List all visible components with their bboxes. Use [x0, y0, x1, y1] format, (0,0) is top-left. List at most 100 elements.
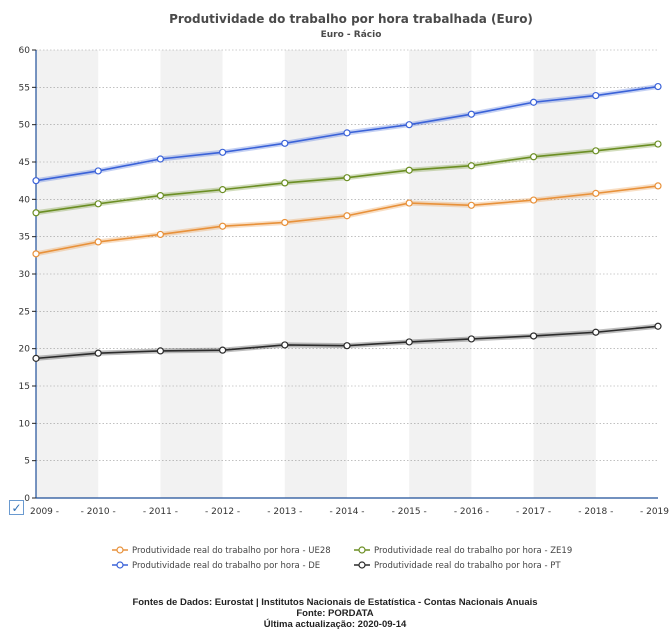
y-tick-label: 55: [19, 83, 30, 93]
last-update: Última actualização: 2020-09-14: [263, 619, 407, 630]
data-point[interactable]: [343, 342, 351, 350]
y-tick-label: 50: [19, 121, 31, 131]
legend-label: Produtividade real do trabalho por hora …: [132, 561, 320, 571]
data-point[interactable]: [343, 212, 351, 220]
y-tick-label: 40: [19, 195, 31, 205]
data-point[interactable]: [94, 238, 102, 246]
data-point[interactable]: [156, 230, 164, 239]
toggle-checkbox[interactable]: ✓: [9, 500, 24, 515]
chart-subtitle: Euro - Rácio: [321, 30, 382, 40]
y-tick-label: 0: [24, 494, 30, 504]
data-point[interactable]: [281, 139, 289, 147]
line-chart: Produtividade do trabalho por hora traba…: [19, 12, 670, 571]
data-point[interactable]: [219, 148, 227, 156]
data-point[interactable]: [32, 250, 40, 258]
legend-label: Produtividade real do trabalho por hora …: [374, 561, 561, 571]
data-point[interactable]: [467, 162, 475, 170]
data-point[interactable]: [467, 335, 475, 343]
x-tick-label: - 2014 -: [329, 507, 364, 517]
y-tick-label: 35: [19, 233, 30, 243]
data-point[interactable]: [343, 129, 351, 137]
data-point[interactable]: [592, 91, 600, 100]
y-tick-label: 10: [19, 419, 31, 429]
y-tick-label: 45: [19, 158, 30, 168]
data-point[interactable]: [32, 354, 40, 362]
data-point[interactable]: [592, 189, 600, 197]
check-icon: ✓: [11, 500, 22, 515]
data-point[interactable]: [219, 222, 227, 230]
source-publisher: Fonte: PORDATA: [296, 608, 374, 619]
y-tick-label: 5: [24, 457, 30, 467]
x-axis-ticks: 2009 - - 2010 - - 2011 - - 2012 - - 2013 - - …: [30, 507, 669, 517]
data-point[interactable]: [529, 98, 538, 106]
background-band: [409, 50, 472, 498]
x-tick-label: - 2011 -: [143, 507, 178, 517]
legend-marker-icon: [358, 561, 366, 569]
y-tick-label: 30: [19, 270, 31, 280]
data-point[interactable]: [592, 147, 600, 155]
data-point[interactable]: [156, 155, 164, 163]
legend-label: Produtividade real do trabalho por hora …: [374, 546, 572, 556]
x-tick-label: - 2016 -: [454, 507, 489, 517]
x-tick-label: - 2013 -: [267, 507, 302, 517]
legend-marker-icon: [116, 546, 124, 554]
data-point[interactable]: [281, 341, 289, 349]
data-point[interactable]: [467, 201, 475, 209]
legend-item[interactable]: Produtividade real do trabalho por hora …: [354, 561, 561, 571]
chart-title: Produtividade do trabalho por hora traba…: [169, 12, 533, 26]
series-group: [32, 182, 662, 258]
data-point[interactable]: [32, 177, 40, 185]
data-point[interactable]: [405, 338, 413, 346]
data-point[interactable]: [529, 196, 538, 204]
series-lines: [32, 82, 662, 362]
y-tick-label: 25: [19, 307, 30, 317]
data-point[interactable]: [405, 166, 413, 174]
series-group: [32, 140, 662, 217]
x-tick-label: - 2019: [640, 507, 669, 517]
series-group: [32, 82, 662, 185]
legend-item[interactable]: Produtividade real do trabalho por hora …: [354, 546, 572, 556]
x-tick-label: - 2012 -: [205, 507, 240, 517]
y-tick-label: 15: [19, 382, 30, 392]
legend-item[interactable]: Produtividade real do trabalho por hora …: [112, 561, 320, 571]
legend-label: Produtividade real do trabalho por hora …: [132, 546, 331, 556]
data-point[interactable]: [156, 192, 164, 200]
data-point[interactable]: [654, 140, 662, 148]
data-point[interactable]: [219, 186, 227, 194]
data-point[interactable]: [94, 349, 102, 357]
source-line: Fontes de Dados: Eurostat | Institutos N…: [132, 597, 538, 608]
data-point[interactable]: [94, 167, 102, 175]
data-point[interactable]: [529, 153, 538, 161]
legend-marker-icon: [116, 561, 124, 569]
data-point[interactable]: [343, 174, 351, 182]
x-tick-label: - 2010 -: [81, 507, 116, 517]
data-point[interactable]: [32, 209, 40, 217]
data-point[interactable]: [654, 322, 662, 330]
data-point[interactable]: [156, 347, 164, 355]
series-group: [32, 322, 662, 362]
data-point[interactable]: [405, 121, 413, 129]
grid-lines: [36, 49, 658, 461]
background-band: [36, 50, 99, 498]
data-point[interactable]: [592, 328, 600, 336]
data-point[interactable]: [281, 179, 289, 187]
legend[interactable]: Produtividade real do trabalho por hora …: [112, 546, 572, 571]
y-axis-ticks: 0 5 10 15 20 25 30 35 40 45 50 55 60: [19, 46, 36, 504]
x-tick-label: - 2017 -: [516, 507, 551, 517]
legend-item[interactable]: Produtividade real do trabalho por hora …: [112, 546, 331, 556]
data-point[interactable]: [281, 218, 289, 227]
y-tick-label: 20: [19, 345, 31, 355]
x-tick-label: 2009 -: [30, 507, 59, 517]
legend-marker-icon: [358, 546, 366, 554]
x-tick-label: - 2015 -: [392, 507, 427, 517]
data-point[interactable]: [94, 200, 102, 208]
data-point[interactable]: [654, 182, 662, 190]
data-point[interactable]: [529, 332, 538, 340]
data-point[interactable]: [654, 82, 662, 91]
data-point[interactable]: [219, 346, 227, 354]
x-tick-label: - 2018 -: [578, 507, 613, 517]
data-point[interactable]: [405, 199, 413, 207]
data-point[interactable]: [467, 110, 475, 118]
background-bands: [36, 50, 596, 498]
y-tick-label: 60: [19, 46, 31, 56]
